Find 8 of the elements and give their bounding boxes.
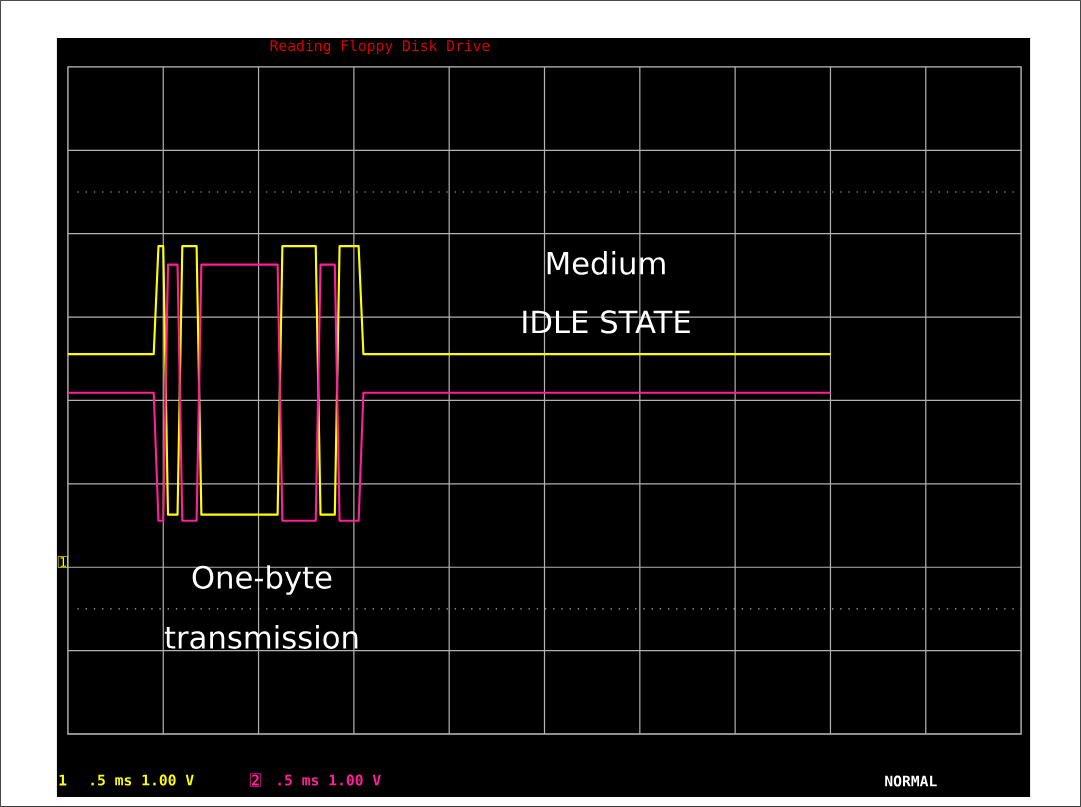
chart-title: Reading Floppy Disk Drive <box>270 39 490 55</box>
text: .5 ms 1.00 V <box>278 774 381 786</box>
text: 2 <box>251 774 259 786</box>
annotation: Medium <box>547 251 665 275</box>
text: NORMAL <box>885 775 937 787</box>
text: 1 <box>60 557 67 567</box>
text: .5 ms 1.00 V <box>91 774 194 786</box>
text: 1 <box>59 774 67 786</box>
